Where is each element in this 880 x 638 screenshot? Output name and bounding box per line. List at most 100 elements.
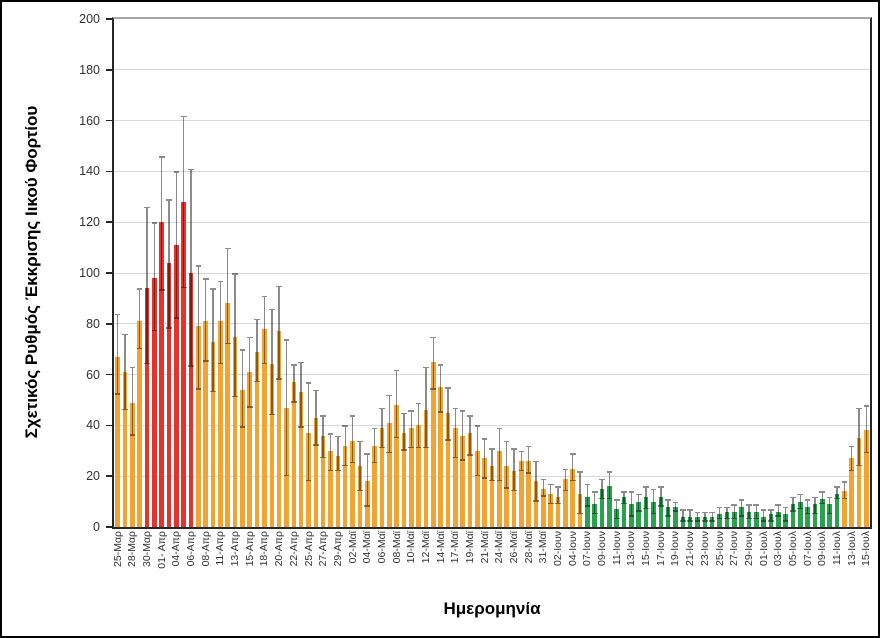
- error-bar-day-44: [430, 336, 437, 390]
- error-bar-cap-bottom: [401, 449, 407, 451]
- bar-day-4: [137, 321, 142, 527]
- bar-19-Ιουν: [673, 506, 678, 527]
- bar-10-Μαϊ: [408, 427, 414, 527]
- error-bar-cap-bottom: [232, 395, 238, 398]
- error-bar-cap-bottom: [841, 497, 848, 500]
- error-bar-day-98: [826, 496, 833, 515]
- error-bar-cap-top: [724, 506, 730, 509]
- error-bar-stem: [469, 415, 471, 456]
- error-bar-cap-top: [166, 199, 172, 201]
- error-bar-30-Μαρ: [144, 206, 150, 365]
- error-bar-cap-top: [680, 509, 686, 511]
- error-bar-stem: [329, 433, 332, 472]
- error-bar-day-82: [709, 511, 715, 522]
- error-bar-stem: [403, 412, 405, 451]
- error-bar-stem: [315, 389, 317, 446]
- error-bar-11-Ιουν: [613, 499, 620, 520]
- bar-14-Μαϊ: [438, 387, 443, 527]
- error-bar-cap-top: [276, 285, 282, 288]
- error-bar-cap-top: [760, 509, 767, 511]
- error-bar-cap-bottom: [547, 502, 554, 505]
- error-bar-cap-bottom: [327, 469, 334, 472]
- y-tick-label-100: 100: [79, 266, 100, 280]
- error-bar-cap-bottom: [665, 515, 671, 517]
- error-bar-cap-top: [232, 273, 238, 275]
- error-bar-cap-top: [342, 425, 348, 427]
- error-bar-24-Μαϊ: [496, 427, 503, 482]
- error-bar-cap-bottom: [291, 401, 297, 403]
- bar-20-Απρ: [276, 331, 282, 527]
- error-bar-day-42: [415, 402, 422, 449]
- error-bar-cap-top: [650, 488, 657, 491]
- x-tick-label-09-Ιουλ: 09-Ιουλ: [816, 531, 829, 566]
- error-bar-cap-bottom: [298, 426, 304, 428]
- error-bar-cap-top: [702, 511, 708, 514]
- bar-29-Ιουν: [746, 511, 752, 527]
- error-bar-03-Ιουλ: [775, 504, 782, 517]
- error-bar-08-Μαϊ: [393, 369, 400, 439]
- y-tick-mark-60: [106, 373, 112, 376]
- error-bar-15-Απρ: [246, 336, 253, 408]
- error-bar-stem: [601, 478, 603, 500]
- error-bar-stem: [146, 206, 148, 365]
- x-tick-label-30-Μαρ: 30-Μαρ: [141, 531, 154, 567]
- bar-05-Ιουλ: [790, 504, 796, 527]
- error-bar-day-16: [224, 247, 231, 345]
- error-bar-cap-top: [173, 171, 180, 173]
- error-bar-cap-top: [246, 336, 253, 338]
- error-bar-31-Μαϊ: [540, 478, 547, 497]
- error-bar-cap-top: [746, 504, 752, 506]
- x-tick-label-23-Ιουν: 23-Ιουν: [698, 531, 711, 566]
- error-bar-day-10: [180, 115, 187, 289]
- bar-day-48: [460, 435, 465, 527]
- error-bar-stem: [278, 285, 280, 380]
- error-bar-22-Απρ: [291, 364, 297, 403]
- x-tick-label-21-Μαϊ: 21-Μαϊ: [478, 531, 491, 564]
- error-bar-cap-top: [195, 265, 202, 267]
- error-bar-cap-top: [151, 222, 158, 224]
- error-bar-cap-bottom: [357, 489, 363, 492]
- error-bar-cap-bottom: [834, 497, 840, 500]
- error-bar-cap-top: [320, 415, 326, 417]
- bar-day-62: [563, 478, 568, 527]
- x-tick-label-26-Μαϊ: 26-Μαϊ: [508, 531, 521, 564]
- x-tick-label-22-Απρ: 22-Απρ: [287, 531, 300, 567]
- x-tick-label-10-Μαϊ: 10-Μαϊ: [405, 531, 418, 564]
- bar-day-102: [856, 438, 862, 527]
- bar-29-Απρ: [335, 455, 341, 527]
- error-bar-cap-bottom: [158, 289, 165, 291]
- error-bar-stem: [704, 511, 706, 522]
- error-bar-cap-bottom: [239, 426, 246, 428]
- error-bar-cap-top: [753, 504, 760, 506]
- error-bar-cap-top: [540, 478, 547, 481]
- error-bar-15-Ιουλ: [863, 405, 870, 454]
- error-bar-cap-bottom: [863, 451, 870, 454]
- error-bar-cap-bottom: [503, 487, 510, 489]
- bar-27-Απρ: [320, 435, 326, 527]
- x-tick-label-07-Ιουλ: 07-Ιουλ: [801, 531, 814, 566]
- x-tick-label-27-Απρ: 27-Απρ: [317, 531, 330, 567]
- error-bar-stem: [300, 361, 302, 428]
- error-bar-cap-bottom: [481, 477, 488, 479]
- error-bar-day-38: [386, 394, 393, 454]
- error-bar-cap-top: [114, 313, 121, 316]
- bar-02-Μαϊ: [350, 440, 355, 527]
- bar-01- Απρ: [159, 222, 164, 527]
- error-bar-cap-top: [533, 460, 539, 463]
- error-bar-cap-top: [188, 168, 194, 171]
- bar-23-Ιουν: [702, 516, 708, 527]
- error-bar-cap-bottom: [459, 459, 466, 461]
- error-bar-04-Ιουν: [569, 453, 576, 482]
- error-bar-stem: [799, 493, 801, 510]
- error-bar-cap-bottom: [371, 461, 378, 464]
- x-tick-label-08-Μαϊ: 08-Μαϊ: [390, 531, 403, 564]
- error-bar-cap-bottom: [320, 456, 326, 459]
- error-bar-stem: [417, 402, 420, 449]
- error-bar-cap-top: [335, 435, 341, 438]
- bar-08-Μαϊ: [394, 405, 399, 527]
- error-bar-stem: [689, 509, 691, 522]
- bar-day-38: [386, 422, 392, 527]
- y-tick-label-180: 180: [79, 62, 100, 77]
- bar-day-70: [621, 496, 627, 527]
- bar-11-Απρ: [218, 321, 223, 527]
